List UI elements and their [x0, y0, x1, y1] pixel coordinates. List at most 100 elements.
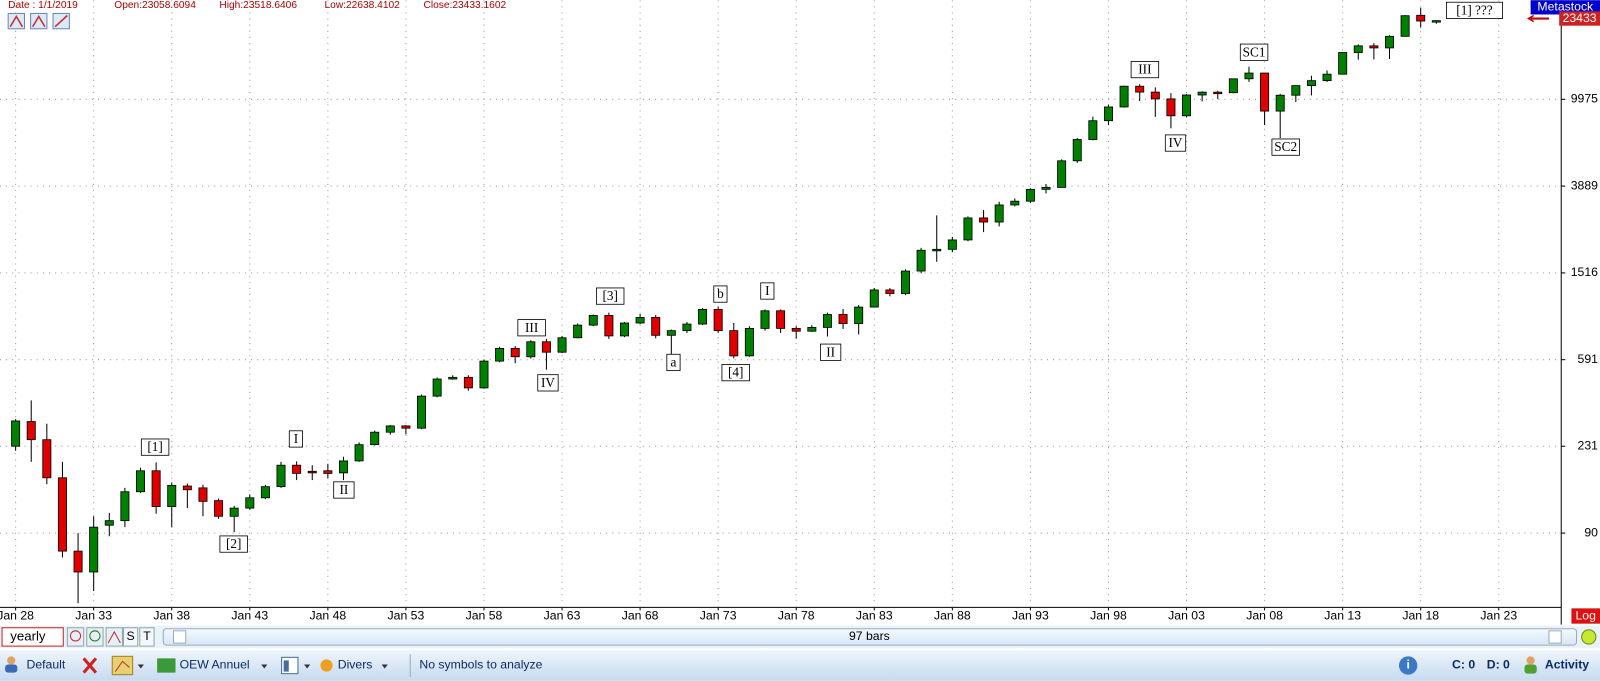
candle-body [401, 425, 411, 429]
menu-button[interactable]: Divers [338, 658, 373, 672]
candle-body [1119, 85, 1129, 108]
candle-body [901, 270, 911, 294]
candle-body [73, 550, 83, 573]
wave-label-box [517, 319, 546, 337]
activity-icon [1526, 656, 1535, 665]
chart-icon[interactable] [111, 655, 134, 676]
wave-label-box [820, 343, 842, 361]
s-button[interactable] [122, 627, 139, 647]
candle-body [1197, 91, 1207, 96]
wave-label-box [537, 374, 559, 392]
info-glyph: i [1406, 658, 1409, 672]
candle-body [1228, 78, 1238, 94]
status-light[interactable] [1581, 629, 1597, 645]
scroll-handle-right[interactable] [1548, 630, 1562, 644]
wave-label: III [525, 320, 538, 335]
candle-body [1150, 91, 1160, 100]
x-tick-label: Jan 28 [0, 609, 34, 623]
candle-body [776, 310, 786, 329]
wave-label: a [671, 355, 677, 370]
candle-body [838, 314, 848, 324]
candle-body [1010, 200, 1020, 206]
wave-label: IV [541, 375, 555, 390]
wave-label-box [1446, 1, 1503, 19]
close-icon[interactable] [82, 657, 98, 674]
x-tick-label: Jan 83 [856, 609, 893, 623]
chart-button[interactable] [105, 627, 123, 647]
candle-body [1353, 45, 1363, 53]
wave-label: II [339, 482, 348, 497]
wave-label: [2] [226, 536, 241, 551]
candle-body [89, 526, 99, 573]
candle-body [370, 431, 380, 446]
candle-body [1166, 98, 1176, 117]
log-button[interactable] [1571, 608, 1600, 624]
wave-label: I [765, 283, 769, 298]
wave-label-box [219, 535, 248, 553]
wave-label-box [721, 364, 750, 382]
candle-body [1260, 72, 1270, 112]
candle-body [713, 308, 723, 332]
info-icon[interactable] [1398, 656, 1418, 675]
candle-body [1306, 80, 1316, 86]
toolbar [0, 650, 1600, 681]
wave-label-box [288, 430, 303, 448]
wave-label-box [1271, 138, 1300, 156]
wave-label-box [713, 285, 728, 303]
y-tick-label: 231 [1578, 438, 1599, 452]
candle-body [1103, 106, 1113, 122]
candle-body [573, 324, 583, 339]
scroll-handle-left[interactable] [172, 630, 187, 644]
candle-body [916, 249, 926, 272]
candle-body [167, 484, 177, 507]
x-tick-label: Jan 43 [231, 609, 268, 623]
x-axis: Jan 28 Jan 33 Jan 38 Jan 43 Jan 48 Jan 53 Jan … [0, 607, 1517, 623]
icon-glyph [31, 15, 46, 28]
icon-glyph [9, 15, 24, 28]
x-tick-label: Jan 68 [622, 609, 659, 623]
wave-label-box [760, 282, 775, 300]
candle-body [682, 323, 692, 332]
period-select[interactable] [1, 627, 64, 647]
wave-label-box [1239, 43, 1269, 61]
scrollbar[interactable] [162, 628, 1578, 646]
candles [11, 7, 1441, 604]
template-button[interactable]: OEW Annuel [180, 658, 250, 672]
candle-body [151, 470, 161, 507]
chart-button-glyph [107, 630, 121, 644]
candle-body [136, 470, 145, 493]
y-tick-label: 9975 [1571, 92, 1598, 106]
price-tag-text: 23433 [1563, 11, 1597, 25]
x-tick-label: Jan 38 [153, 609, 190, 623]
t-button[interactable] [139, 627, 155, 647]
candle-body [666, 330, 676, 336]
menu-icon [320, 659, 333, 672]
icon[interactable] [7, 12, 25, 30]
candle-body [994, 204, 1004, 223]
x-tick-label: Jan 78 [778, 609, 815, 623]
wave-label: SC2 [1274, 139, 1297, 154]
candle-body [635, 317, 645, 324]
candle-body [42, 439, 52, 479]
candle-body [417, 395, 427, 429]
candle-body [198, 487, 208, 502]
candle-body [385, 425, 395, 433]
candle-body [120, 491, 130, 522]
icon[interactable] [30, 12, 48, 30]
candle-body [229, 507, 239, 517]
wave-label: [3] [602, 288, 617, 303]
annotations: [1][2]IIIIIIIV[3]ab[4]IIIIIIIVSC1SC2[1] … [140, 1, 1503, 553]
candle-body [760, 310, 770, 329]
activity-button[interactable]: Activity [1545, 658, 1589, 672]
candle-body [1057, 160, 1067, 188]
candle-body [11, 420, 21, 447]
header-high: High:23518.6406 [219, 0, 297, 11]
header-icons[interactable] [7, 12, 70, 30]
wave-label: IV [1169, 135, 1183, 150]
x-tick-label: Jan 63 [544, 609, 581, 623]
candle-body [307, 470, 317, 474]
layout-button[interactable]: Default [27, 658, 66, 672]
window-icon-glyph [283, 660, 289, 672]
dropdown-arrow [304, 664, 311, 669]
